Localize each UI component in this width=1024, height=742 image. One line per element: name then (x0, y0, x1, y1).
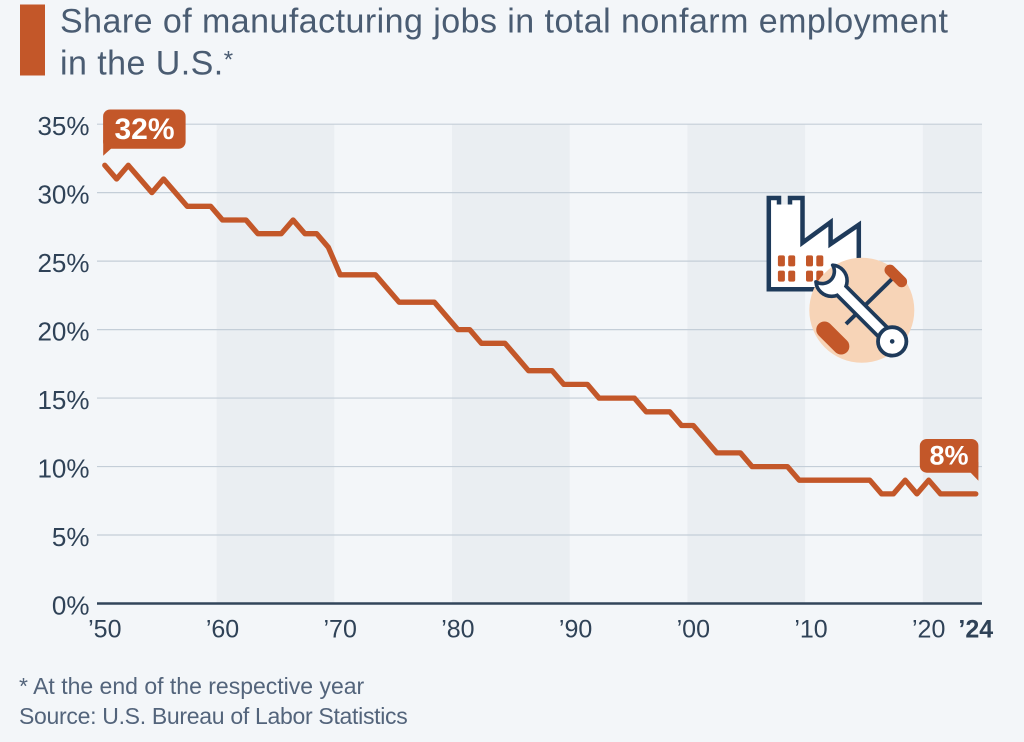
svg-text:in the U.S.*: in the U.S.* (60, 45, 234, 83)
svg-text:’00: ’00 (677, 615, 710, 643)
svg-text:30%: 30% (37, 180, 89, 210)
svg-text:32%: 32% (114, 113, 174, 146)
svg-text:0%: 0% (52, 591, 90, 621)
svg-text:’60: ’60 (206, 615, 239, 643)
svg-text:10%: 10% (37, 454, 89, 484)
svg-text:Source: U.S. Bureau of Labor S: Source: U.S. Bureau of Labor Statistics (19, 703, 407, 729)
svg-text:’20: ’20 (912, 615, 945, 643)
svg-text:’80: ’80 (441, 615, 474, 643)
svg-text:’24: ’24 (958, 615, 993, 643)
svg-text:’90: ’90 (559, 615, 592, 643)
svg-text:20%: 20% (37, 317, 89, 347)
svg-text:15%: 15% (37, 385, 89, 415)
svg-text:25%: 25% (37, 248, 89, 278)
svg-text:’70: ’70 (324, 615, 357, 643)
svg-text:8%: 8% (929, 440, 968, 470)
svg-text:’50: ’50 (88, 615, 121, 643)
svg-text:5%: 5% (52, 522, 90, 552)
svg-text:’10: ’10 (794, 615, 827, 643)
svg-text:35%: 35% (37, 111, 89, 141)
svg-text:Share of manufacturing jobs in: Share of manufacturing jobs in total non… (60, 3, 949, 41)
svg-text:* At the end of the respective: * At the end of the respective year (19, 673, 365, 699)
